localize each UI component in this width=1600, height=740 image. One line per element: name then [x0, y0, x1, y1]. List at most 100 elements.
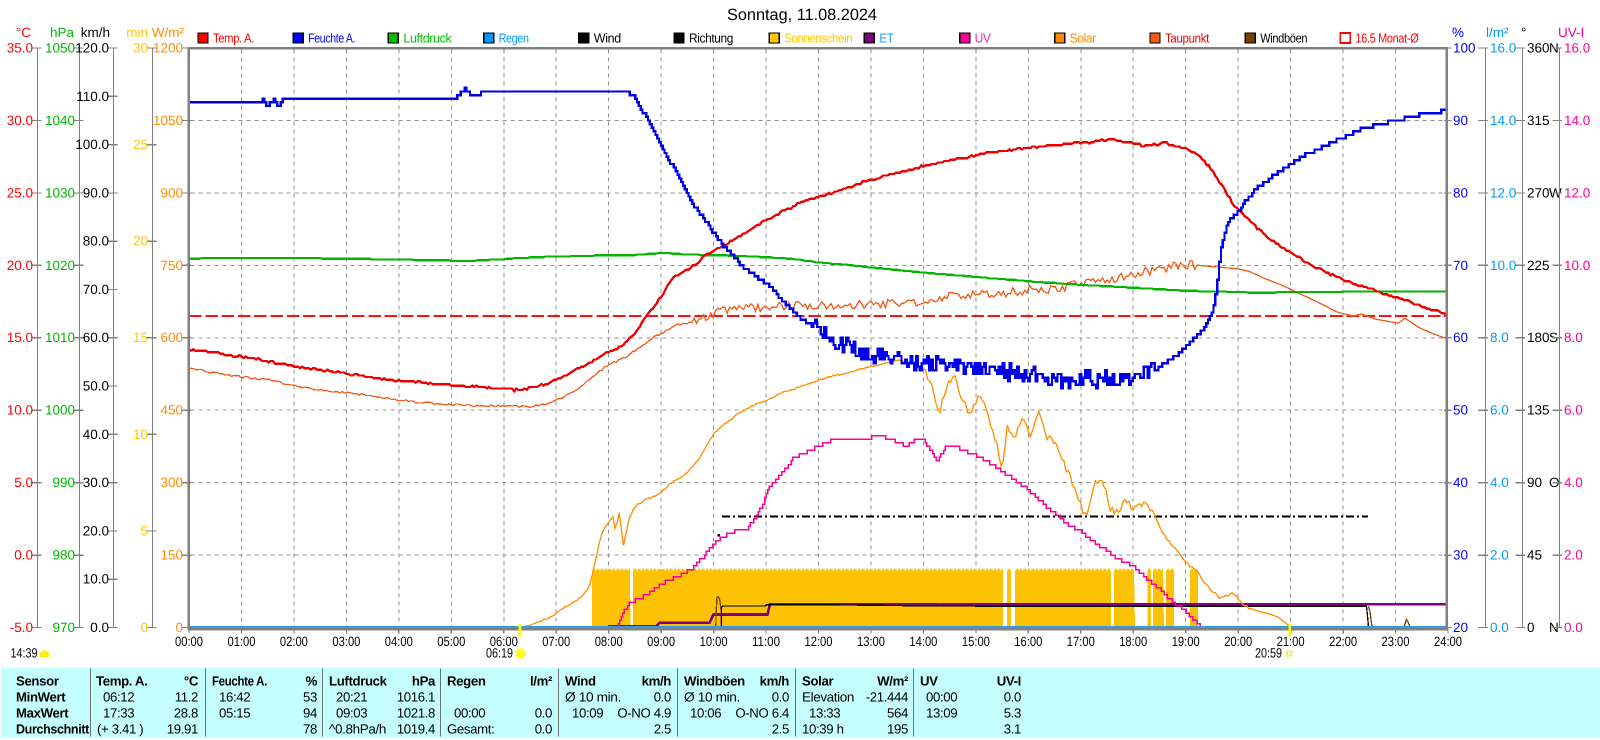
svg-text:60: 60: [1453, 330, 1468, 345]
svg-text:00:00: 00:00: [175, 634, 203, 649]
svg-text:10.0: 10.0: [1490, 258, 1516, 273]
svg-text:hPa: hPa: [50, 25, 75, 40]
svg-text:13:09: 13:09: [926, 706, 957, 721]
svg-text:150: 150: [160, 548, 183, 563]
svg-text:40.0: 40.0: [83, 427, 109, 442]
svg-text:20.0: 20.0: [7, 258, 33, 273]
svg-text:28.8: 28.8: [174, 706, 198, 721]
svg-text:30: 30: [1453, 548, 1468, 563]
svg-text:-5.0: -5.0: [10, 620, 33, 635]
svg-text:16:00: 16:00: [1014, 634, 1042, 649]
svg-text:135: 135: [1527, 403, 1550, 418]
svg-text:12.0: 12.0: [1564, 185, 1590, 200]
svg-text:2.5: 2.5: [654, 722, 671, 737]
svg-text:15: 15: [133, 330, 148, 345]
svg-text:1000: 1000: [45, 403, 75, 418]
svg-text:Sensor: Sensor: [16, 674, 59, 689]
svg-text:UV-I: UV-I: [1558, 25, 1584, 40]
svg-text:Taupunkt: Taupunkt: [1165, 31, 1210, 46]
svg-text:360: 360: [1527, 41, 1550, 56]
svg-text:Durchschnitt: Durchschnitt: [16, 722, 90, 737]
svg-text:00:00: 00:00: [926, 690, 957, 705]
svg-text:1019.4: 1019.4: [397, 722, 435, 737]
svg-text:18:00: 18:00: [1119, 634, 1147, 649]
svg-text:15:00: 15:00: [962, 634, 990, 649]
svg-text:100.0: 100.0: [75, 137, 109, 152]
svg-text:4.0: 4.0: [1490, 475, 1509, 490]
svg-text:(+ 3.41 ): (+ 3.41 ): [97, 722, 143, 737]
svg-text:990: 990: [52, 475, 75, 490]
svg-text:80: 80: [1453, 185, 1468, 200]
svg-text:6.0: 6.0: [1564, 403, 1583, 418]
svg-text:15.0: 15.0: [7, 330, 33, 345]
svg-text:2.5: 2.5: [772, 722, 789, 737]
svg-text:24:00: 24:00: [1434, 634, 1462, 649]
svg-text:Gesamt:: Gesamt:: [447, 722, 494, 737]
svg-text:50.0: 50.0: [83, 379, 109, 394]
svg-text:0.0: 0.0: [1490, 620, 1509, 635]
svg-text:17:00: 17:00: [1067, 634, 1095, 649]
svg-text:20:00: 20:00: [1224, 634, 1252, 649]
svg-text:180: 180: [1527, 330, 1550, 345]
svg-text:05:00: 05:00: [437, 634, 465, 649]
svg-text:1016.1: 1016.1: [397, 690, 435, 705]
svg-text:Luftdruck: Luftdruck: [329, 674, 388, 689]
svg-text:Ø 10 min.: Ø 10 min.: [684, 690, 740, 705]
svg-text:^0.8hPa/h: ^0.8hPa/h: [329, 722, 386, 737]
svg-text:00:00: 00:00: [454, 706, 485, 721]
svg-text:80.0: 80.0: [83, 234, 109, 249]
svg-text:Feuchte A.: Feuchte A.: [308, 31, 355, 46]
svg-text:0.0: 0.0: [535, 722, 552, 737]
svg-text:10:39 h: 10:39 h: [802, 722, 844, 737]
svg-text:16.0: 16.0: [1564, 41, 1590, 56]
svg-text:300: 300: [160, 475, 183, 490]
svg-text:1200: 1200: [153, 41, 183, 56]
svg-text:225: 225: [1527, 258, 1550, 273]
svg-text:1040: 1040: [45, 113, 75, 128]
svg-text:0.0: 0.0: [1564, 620, 1583, 635]
svg-text:110.0: 110.0: [76, 89, 109, 104]
svg-text:70.0: 70.0: [83, 282, 109, 297]
svg-text:09:00: 09:00: [647, 634, 675, 649]
svg-text:60.0: 60.0: [83, 330, 109, 345]
svg-text:0.0: 0.0: [14, 548, 33, 563]
svg-text:Elevation: Elevation: [802, 690, 854, 705]
svg-text:45: 45: [1527, 548, 1542, 563]
svg-text:0: 0: [1527, 620, 1535, 635]
svg-text:Sonntag, 11.08.2024: Sonntag, 11.08.2024: [727, 6, 877, 24]
svg-text:Solar: Solar: [802, 674, 833, 689]
svg-text:12.0: 12.0: [1490, 185, 1516, 200]
svg-text:50: 50: [1453, 403, 1468, 418]
svg-text:km/h: km/h: [642, 674, 672, 689]
svg-text:1050: 1050: [45, 41, 75, 56]
svg-text:Regen: Regen: [499, 31, 529, 46]
svg-text:0: 0: [175, 620, 183, 635]
svg-text:10:09: 10:09: [572, 706, 603, 721]
svg-text:14:00: 14:00: [909, 634, 937, 649]
svg-text:min: min: [126, 25, 148, 40]
svg-text:04:00: 04:00: [385, 634, 413, 649]
svg-text:02:00: 02:00: [280, 634, 308, 649]
svg-text:05:15: 05:15: [219, 706, 250, 721]
svg-text:30.0: 30.0: [83, 475, 109, 490]
svg-text:270: 270: [1527, 185, 1550, 200]
svg-text:16:42: 16:42: [219, 690, 250, 705]
svg-text:450: 450: [160, 403, 183, 418]
svg-text:Windböen: Windböen: [1260, 31, 1307, 46]
svg-text:UV: UV: [920, 674, 938, 689]
svg-text:120.0: 120.0: [75, 41, 109, 56]
svg-text:MinWert: MinWert: [16, 690, 66, 705]
svg-text:Regen: Regen: [447, 674, 486, 689]
svg-text:06:12: 06:12: [103, 690, 134, 705]
svg-text:22:00: 22:00: [1329, 634, 1357, 649]
svg-text:70: 70: [1453, 258, 1468, 273]
svg-text:900: 900: [160, 185, 183, 200]
svg-text:315: 315: [1527, 113, 1550, 128]
svg-text:0.0: 0.0: [654, 690, 671, 705]
svg-text:%: %: [306, 674, 318, 689]
svg-text:1021.8: 1021.8: [397, 706, 435, 721]
svg-text:03:00: 03:00: [332, 634, 360, 649]
svg-text:UV-I: UV-I: [997, 674, 1021, 689]
svg-text:10.0: 10.0: [1564, 258, 1590, 273]
svg-text:ET: ET: [879, 31, 893, 46]
